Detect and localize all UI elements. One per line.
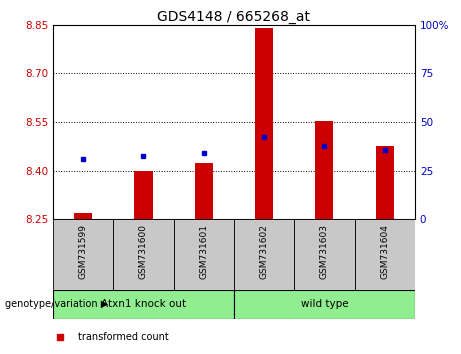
Bar: [294, 219, 355, 290]
Text: GSM731600: GSM731600: [139, 224, 148, 279]
Bar: [53, 219, 113, 290]
Bar: [195, 163, 213, 219]
Bar: [315, 120, 333, 219]
Bar: [53, 290, 234, 319]
Bar: [255, 28, 273, 219]
Text: GSM731604: GSM731604: [380, 224, 389, 279]
Bar: [376, 147, 394, 219]
Bar: [234, 219, 294, 290]
Bar: [113, 219, 174, 290]
Text: GSM731601: GSM731601: [199, 224, 208, 279]
Title: GDS4148 / 665268_at: GDS4148 / 665268_at: [158, 10, 310, 24]
Text: GSM731603: GSM731603: [320, 224, 329, 279]
Text: transformed count: transformed count: [78, 332, 169, 342]
Bar: [74, 213, 92, 219]
Bar: [234, 290, 415, 319]
Text: genotype/variation ▶: genotype/variation ▶: [5, 299, 108, 309]
Text: GSM731599: GSM731599: [79, 224, 88, 279]
Text: Atxn1 knock out: Atxn1 knock out: [101, 299, 186, 309]
Bar: [174, 219, 234, 290]
Bar: [355, 219, 415, 290]
Text: GSM731602: GSM731602: [260, 224, 269, 279]
Bar: [135, 171, 153, 219]
Text: wild type: wild type: [301, 299, 348, 309]
